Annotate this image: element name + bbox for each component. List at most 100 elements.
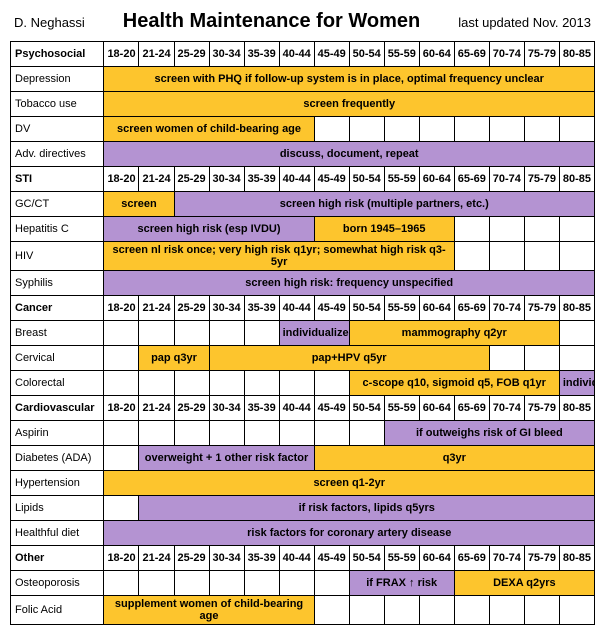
screening-bar: discuss, document, repeat [104, 142, 595, 167]
cell-blank [524, 217, 559, 242]
age-header: 65-69 [454, 167, 489, 192]
row-label: Hepatitis C [11, 217, 104, 242]
cell-blank [174, 321, 209, 346]
cell-blank [454, 117, 489, 142]
row-label: GC/CT [11, 192, 104, 217]
age-header: 45-49 [314, 42, 349, 67]
row-label: Lipids [11, 496, 104, 521]
age-header: 35-39 [244, 42, 279, 67]
cell-blank [384, 596, 419, 625]
row-label: Hypertension [11, 471, 104, 496]
age-header: 50-54 [349, 167, 384, 192]
cell-blank [489, 117, 524, 142]
row-label: Folic Acid [11, 596, 104, 625]
screening-bar: born 1945–1965 [314, 217, 454, 242]
table-row: Tobacco usescreen frequently [11, 92, 595, 117]
table-row: Aspirinif outweighs risk of GI bleed [11, 421, 595, 446]
cell-blank [139, 421, 174, 446]
cell-blank [559, 117, 594, 142]
age-header: 35-39 [244, 167, 279, 192]
age-header: 35-39 [244, 296, 279, 321]
section-header: Cardiovascular18-2021-2425-2930-3435-394… [11, 396, 595, 421]
screening-bar: supplement women of child-bearing age [104, 596, 314, 625]
row-label: Adv. directives [11, 142, 104, 167]
cell-blank [104, 421, 139, 446]
cell-blank [314, 596, 349, 625]
screening-bar: screen q1-2yr [104, 471, 595, 496]
row-label: HIV [11, 242, 104, 271]
screening-bar: if risk factors, lipids q5yrs [139, 496, 595, 521]
age-header: 40-44 [279, 296, 314, 321]
age-header: 45-49 [314, 296, 349, 321]
age-header: 18-20 [104, 296, 139, 321]
age-header: 80-85 [559, 167, 594, 192]
cell-blank [209, 321, 244, 346]
age-header: 35-39 [244, 546, 279, 571]
screening-bar: c-scope q10, sigmoid q5, FOB q1yr [349, 371, 559, 396]
cell-blank [139, 571, 174, 596]
age-header: 75-79 [524, 42, 559, 67]
cell-blank [419, 596, 454, 625]
table-row: Hypertensionscreen q1-2yr [11, 471, 595, 496]
cell-blank [139, 321, 174, 346]
screening-bar: screen with PHQ if follow-up system is i… [104, 67, 595, 92]
cell-blank [524, 117, 559, 142]
cell-blank [349, 421, 384, 446]
cell-blank [209, 371, 244, 396]
age-header: 18-20 [104, 546, 139, 571]
age-header: 30-34 [209, 396, 244, 421]
cell-blank [524, 242, 559, 271]
row-label: Breast [11, 321, 104, 346]
age-header: 45-49 [314, 546, 349, 571]
cell-blank [104, 446, 139, 471]
cell-blank [489, 346, 524, 371]
age-header: 25-29 [174, 296, 209, 321]
cell-blank [209, 421, 244, 446]
age-header: 80-85 [559, 42, 594, 67]
age-header: 50-54 [349, 396, 384, 421]
screening-bar: if outweighs risk of GI bleed [384, 421, 594, 446]
section-label: Psychosocial [11, 42, 104, 67]
table-row: Healthful dietrisk factors for coronary … [11, 521, 595, 546]
age-header: 60-64 [419, 42, 454, 67]
cell-blank [104, 321, 139, 346]
screening-bar: pap q3yr [139, 346, 209, 371]
age-header: 18-20 [104, 167, 139, 192]
row-label: Syphilis [11, 271, 104, 296]
age-header: 35-39 [244, 396, 279, 421]
section-header: Psychosocial18-2021-2425-2930-3435-3940-… [11, 42, 595, 67]
screening-bar: pap+HPV q5yr [209, 346, 489, 371]
age-header: 60-64 [419, 296, 454, 321]
table-row: Syphilisscreen high risk: frequency unsp… [11, 271, 595, 296]
section-header: Other18-2021-2425-2930-3435-3940-4445-49… [11, 546, 595, 571]
table-row: Hepatitis Cscreen high risk (esp IVDU)bo… [11, 217, 595, 242]
screening-bar: screen high risk (multiple partners, etc… [174, 192, 595, 217]
age-header: 50-54 [349, 42, 384, 67]
cell-blank [349, 596, 384, 625]
cell-blank [489, 242, 524, 271]
screening-bar: if FRAX ↑ risk [349, 571, 454, 596]
table-row: Diabetes (ADA)overweight + 1 other risk … [11, 446, 595, 471]
screening-bar: DEXA q2yrs [454, 571, 594, 596]
cell-blank [174, 421, 209, 446]
age-header: 18-20 [104, 396, 139, 421]
table-row: Breastindividualizemammography q2yr [11, 321, 595, 346]
author: D. Neghassi [14, 15, 85, 30]
age-header: 40-44 [279, 546, 314, 571]
cell-blank [454, 217, 489, 242]
cell-blank [314, 117, 349, 142]
row-label: Healthful diet [11, 521, 104, 546]
cell-blank [279, 571, 314, 596]
row-label: Osteoporosis [11, 571, 104, 596]
age-header: 55-59 [384, 546, 419, 571]
cell-blank [104, 496, 139, 521]
screening-bar: screen frequently [104, 92, 595, 117]
cell-blank [559, 242, 594, 271]
cell-blank [559, 346, 594, 371]
table-row: GC/CTscreenscreen high risk (multiple pa… [11, 192, 595, 217]
screening-bar: individualize [279, 321, 349, 346]
section-label: Other [11, 546, 104, 571]
row-label: Cervical [11, 346, 104, 371]
cell-blank [349, 117, 384, 142]
age-header: 21-24 [139, 42, 174, 67]
